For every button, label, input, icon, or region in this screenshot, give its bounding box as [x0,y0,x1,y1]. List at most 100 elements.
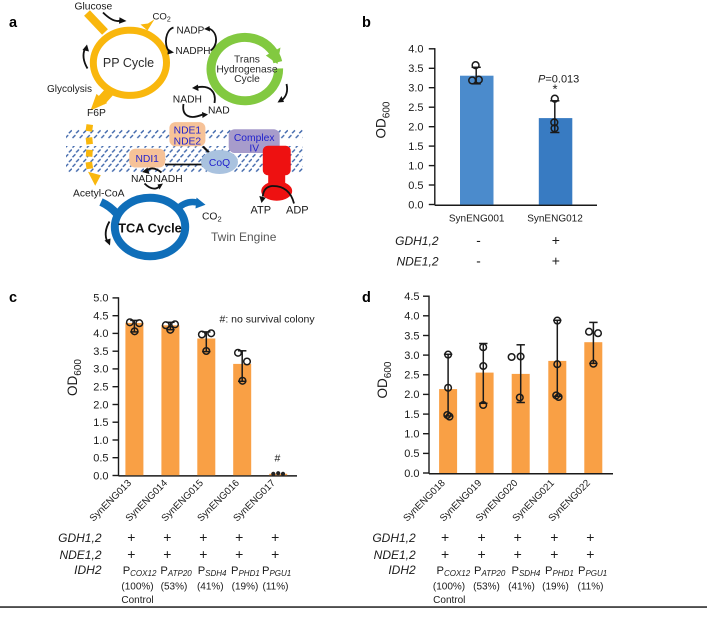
svg-text:Hydrogenase: Hydrogenase [216,64,278,75]
svg-text:(11%): (11%) [578,582,604,593]
svg-text:CO2: CO2 [153,11,171,23]
svg-text:+: + [478,529,486,545]
svg-text:+: + [163,546,171,562]
svg-text:F6P: F6P [87,108,106,119]
svg-text:PPHD1: PPHD1 [545,565,574,578]
svg-text:+: + [552,232,560,248]
svg-text:+: + [586,529,594,545]
svg-text:+: + [199,529,207,545]
svg-text:GDH1,2: GDH1,2 [58,531,102,545]
svg-text:2.5: 2.5 [404,370,419,382]
svg-text:TCA Cycle: TCA Cycle [118,221,182,236]
svg-text:NADP: NADP [177,25,205,36]
svg-text:4.5: 4.5 [93,311,108,323]
svg-text:(19%): (19%) [542,582,569,593]
svg-text:a: a [9,15,18,31]
svg-text:Glycolysis: Glycolysis [47,84,92,95]
svg-text:3.5: 3.5 [408,63,423,75]
svg-text:NDE1,2: NDE1,2 [396,255,438,269]
svg-text:1.5: 1.5 [408,141,423,153]
svg-text:NADPH: NADPH [176,46,211,57]
svg-text:+: + [271,546,279,562]
svg-text:3.5: 3.5 [93,346,108,358]
svg-text:Glucose: Glucose [75,2,113,13]
svg-text:PSDH4: PSDH4 [512,565,541,578]
svg-text:b: b [362,15,371,31]
svg-text:PATP20: PATP20 [474,565,506,578]
svg-text:(100%): (100%) [121,582,153,593]
svg-text:PCOX12: PCOX12 [437,565,471,578]
svg-text:3.5: 3.5 [404,330,419,342]
svg-text:Control: Control [433,595,465,606]
svg-text:NAD: NAD [131,174,153,185]
svg-text:ATP: ATP [251,205,272,217]
svg-text:0.5: 0.5 [408,180,423,192]
svg-text:+: + [550,546,558,562]
svg-text:0.0: 0.0 [408,199,423,211]
svg-text:Twin Engine: Twin Engine [211,230,277,244]
svg-text:1.0: 1.0 [93,435,108,447]
svg-text:3.0: 3.0 [404,350,419,362]
svg-text:3.0: 3.0 [93,364,108,376]
svg-text:+: + [163,529,171,545]
svg-text:#: no survival colony: #: no survival colony [220,314,316,326]
svg-text:Complex: Complex [234,133,275,144]
svg-text:0.0: 0.0 [404,468,419,480]
svg-text:4.0: 4.0 [93,328,108,340]
svg-text:ADP: ADP [286,205,309,217]
svg-text:PP Cycle: PP Cycle [103,56,154,70]
svg-text:PSDH4: PSDH4 [198,565,227,578]
svg-text:2.0: 2.0 [404,389,419,401]
svg-text:NADH: NADH [154,174,183,185]
svg-text:(19%): (19%) [232,582,259,593]
svg-text:0.5: 0.5 [404,448,419,460]
svg-text:1.5: 1.5 [93,417,108,429]
svg-text:4.0: 4.0 [408,44,423,56]
svg-text:GDH1,2: GDH1,2 [372,531,416,545]
svg-text:NDI1: NDI1 [135,154,159,165]
svg-text:2.0: 2.0 [408,122,423,134]
svg-text:Acetyl-CoA: Acetyl-CoA [73,189,125,200]
svg-text:(41%): (41%) [508,582,535,593]
svg-text:Control: Control [121,595,153,606]
svg-text:+: + [441,529,449,545]
svg-text:-: - [476,254,481,269]
svg-text:NDE1,2: NDE1,2 [59,548,101,562]
svg-text:+: + [271,529,279,545]
svg-text:1.0: 1.0 [404,429,419,441]
svg-text:+: + [552,253,560,269]
svg-text:PPGU1: PPGU1 [578,565,607,578]
svg-text:SynENG001: SynENG001 [449,214,505,225]
svg-text:+: + [514,546,522,562]
svg-text:(53%): (53%) [473,582,500,593]
svg-text:Trans: Trans [234,55,260,66]
svg-text:0.0: 0.0 [93,470,108,482]
svg-text:2.5: 2.5 [408,102,423,114]
svg-text:PPHD1: PPHD1 [231,565,260,578]
svg-text:NDE2: NDE2 [174,136,202,147]
svg-text:2.0: 2.0 [93,399,108,411]
svg-text:+: + [441,546,449,562]
svg-text:NAD: NAD [208,106,230,117]
svg-text:NDE1: NDE1 [174,125,202,136]
svg-text:+: + [127,546,135,562]
svg-text:*: * [552,82,557,97]
svg-text:c: c [9,290,17,306]
svg-text:CoQ: CoQ [209,158,230,169]
svg-text:PATP20: PATP20 [160,565,192,578]
svg-text:(100%): (100%) [433,582,465,593]
svg-text:-: - [476,233,481,248]
svg-text:+: + [199,546,207,562]
svg-text:+: + [586,546,594,562]
svg-text:+: + [235,529,243,545]
svg-text:GDH1,2: GDH1,2 [395,234,439,248]
svg-text:PPGU1: PPGU1 [262,565,291,578]
svg-text:PCOX12: PCOX12 [123,565,157,578]
svg-text:+: + [550,529,558,545]
svg-text:5.0: 5.0 [93,293,108,305]
svg-text:#: # [275,453,281,465]
svg-text:4.5: 4.5 [404,291,419,303]
svg-text:P=0.013: P=0.013 [538,74,579,86]
svg-text:SynENG012: SynENG012 [527,214,583,225]
svg-text:+: + [127,529,135,545]
